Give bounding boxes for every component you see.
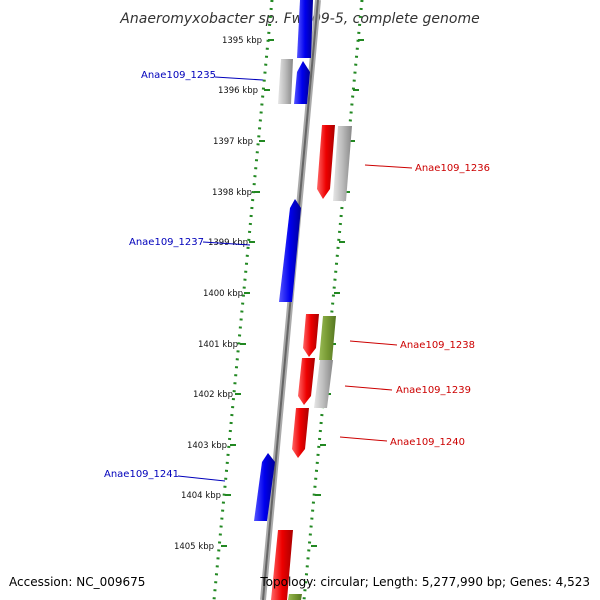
kbp-label: 1403 kbp [187, 441, 227, 451]
label-leader [202, 241, 251, 246]
accession-text: Accession: NC_009675 [9, 575, 145, 589]
gene-minus-strand[interactable] [297, 0, 313, 58]
kbp-label: 1402 kbp [193, 390, 233, 400]
kbp-label: 1400 kbp [203, 289, 243, 299]
gene-label-anae109-1241[interactable]: Anae109_1241 [104, 469, 179, 480]
label-leader [364, 164, 413, 169]
kbp-label: 1404 kbp [181, 491, 221, 501]
gene-anae109-1238[interactable] [303, 314, 319, 357]
kbp-label: 1397 kbp [213, 137, 253, 147]
kbp-label: 1396 kbp [218, 86, 258, 96]
gene-label-anae109-1240[interactable]: Anae109_1240 [390, 437, 465, 448]
rna-feature[interactable] [314, 360, 333, 408]
gene-anae109-1241[interactable] [254, 453, 275, 521]
gene-label-anae109-1236[interactable]: Anae109_1236 [415, 163, 490, 174]
kbp-label: 1399 kbp [208, 238, 248, 248]
rna-feature[interactable] [278, 59, 293, 104]
kbp-label: 1401 kbp [198, 340, 238, 350]
gene-label-anae109-1239[interactable]: Anae109_1239 [396, 385, 471, 396]
rna-feature[interactable] [333, 126, 352, 201]
label-leader [177, 475, 226, 482]
gene-anae109-1236[interactable] [317, 125, 335, 199]
gene-anae109-1240[interactable] [292, 408, 309, 458]
topology-text: Topology: circular; Length: 5,277,990 bp… [259, 575, 590, 589]
other-feature[interactable] [319, 316, 336, 360]
label-leader [214, 76, 264, 81]
gene-label-anae109-1235[interactable]: Anae109_1235 [141, 70, 216, 81]
gene-anae109-1239[interactable] [298, 358, 315, 405]
kbp-ticks [221, 39, 274, 547]
label-leader [339, 436, 388, 442]
kbp-label: 1395 kbp [222, 36, 262, 46]
kbp-label: 1398 kbp [212, 188, 252, 198]
other-feature[interactable] [288, 594, 302, 600]
gene-plus-strand[interactable] [271, 530, 293, 600]
gene-anae109-1237[interactable] [279, 199, 301, 302]
label-leader [344, 385, 393, 391]
gene-label-anae109-1237[interactable]: Anae109_1237 [129, 237, 204, 248]
kbp-label: 1405 kbp [174, 542, 214, 552]
gene-anae109-1235[interactable] [294, 61, 310, 104]
right-ticks [311, 39, 364, 547]
label-leader [349, 340, 398, 346]
gene-label-anae109-1238[interactable]: Anae109_1238 [400, 340, 475, 351]
